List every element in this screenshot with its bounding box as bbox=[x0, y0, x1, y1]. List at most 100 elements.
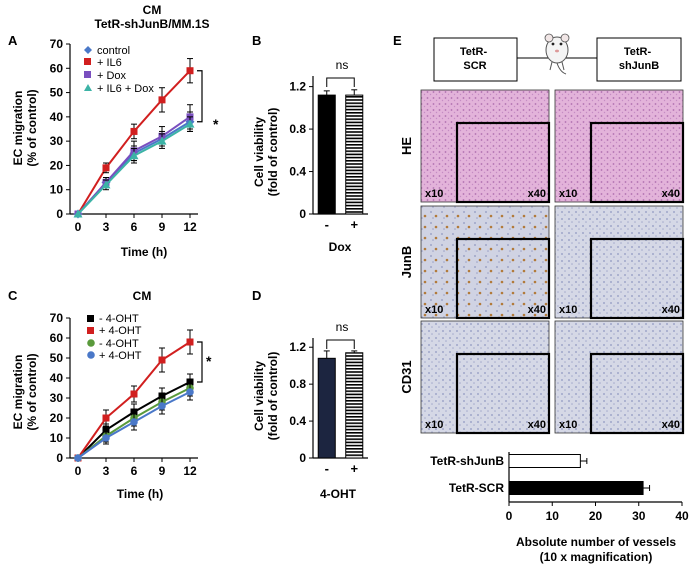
legend-plus-ohT-blue-marker bbox=[87, 351, 95, 359]
panel-e-histology: TetR- SCR TetR- shJunB x10 x40 x10 x40 x10 x4… bbox=[399, 33, 685, 435]
panel-letter-d: D bbox=[252, 288, 261, 303]
mag-label-x40: x40 bbox=[662, 188, 680, 200]
x-tick-label: 40 bbox=[675, 509, 689, 523]
panel-c-significance: * bbox=[206, 353, 212, 369]
mag-label-x40: x40 bbox=[662, 304, 680, 316]
bar-0 bbox=[317, 94, 336, 215]
mag-label-x10: x10 bbox=[425, 304, 443, 316]
y-tick-label: 0 bbox=[56, 451, 63, 465]
x-tick-label: 0 bbox=[75, 220, 82, 234]
y-category-label: TetR-shJunB bbox=[430, 454, 504, 468]
data-point-1 bbox=[130, 390, 138, 398]
data-point-1 bbox=[158, 96, 166, 104]
legend-control-marker bbox=[84, 46, 92, 54]
y-tick-label: 10 bbox=[50, 183, 64, 197]
data-point-3 bbox=[158, 402, 166, 410]
panel-c-legend: - 4-OHT + 4-OHT - 4-OHT + 4-OHT bbox=[87, 313, 142, 362]
y-tick-label: 0 bbox=[299, 207, 306, 221]
panel-c-ylabel-line2: (% of control) bbox=[25, 353, 39, 430]
figure-header-cm: CM bbox=[143, 3, 162, 17]
data-point-1 bbox=[186, 338, 194, 346]
data-point-3 bbox=[185, 119, 195, 128]
x-tick-label: 20 bbox=[589, 509, 603, 523]
data-point-3 bbox=[157, 136, 167, 145]
micrograph-x40-inset bbox=[455, 237, 551, 320]
x-tick-label: 0 bbox=[75, 464, 82, 478]
row-label-he: HE bbox=[399, 137, 414, 155]
significance-bracket bbox=[197, 341, 203, 383]
significance-bracket bbox=[326, 339, 355, 349]
schematic-box-scr-label: TetR- SCR bbox=[460, 46, 490, 72]
data-point-1 bbox=[186, 67, 194, 75]
x-tick-label: 12 bbox=[183, 220, 197, 234]
panel-e-xlabel-line2: (10 x magnification) bbox=[540, 550, 653, 564]
x-tick-label: 0 bbox=[506, 509, 513, 523]
x-tick-label: 9 bbox=[159, 220, 166, 234]
panel-b-ylabel-line1: Cell viability bbox=[252, 117, 266, 187]
mag-label-x40: x40 bbox=[662, 419, 680, 431]
data-point-3 bbox=[129, 151, 139, 160]
panel-a-xlabel: Time (h) bbox=[121, 245, 167, 259]
bar-0 bbox=[508, 454, 581, 468]
bar-1 bbox=[345, 94, 364, 215]
x-category-label: - bbox=[325, 461, 329, 476]
mag-label-x10: x10 bbox=[425, 419, 443, 431]
y-tick-label: 50 bbox=[50, 86, 64, 100]
legend-plus-ohT-blue-label: + 4-OHT bbox=[99, 350, 142, 362]
legend-dox-marker bbox=[84, 71, 91, 78]
panel-d-ylabel-line1: Cell viability bbox=[252, 361, 266, 431]
legend-dox-label: + Dox bbox=[97, 70, 127, 82]
panel-c-ylabel-line1: EC migration bbox=[11, 355, 25, 430]
panel-letter-a: A bbox=[8, 33, 18, 48]
mag-label-x10: x10 bbox=[425, 188, 443, 200]
panel-letter-b: B bbox=[252, 33, 261, 48]
panel-letter-c: C bbox=[8, 288, 18, 303]
x-tick-label: 6 bbox=[131, 220, 138, 234]
panel-e-bar-chart: Absolute number of vessels (10 x magnifi… bbox=[430, 452, 689, 564]
y-tick-label: 60 bbox=[50, 331, 64, 345]
row-label-junb: JunB bbox=[399, 246, 414, 279]
mag-label-x10: x10 bbox=[559, 304, 577, 316]
row-label-cd31: CD31 bbox=[399, 360, 414, 393]
y-tick-label: 0 bbox=[299, 451, 306, 465]
legend-il6-label: + IL6 bbox=[97, 57, 122, 69]
panel-a-ylabel-line1: EC migration bbox=[11, 91, 25, 166]
bar-1 bbox=[345, 352, 364, 459]
x-tick-label: 3 bbox=[103, 464, 110, 478]
mag-label-x10: x10 bbox=[559, 419, 577, 431]
x-tick-label: 30 bbox=[632, 509, 646, 523]
panel-a-line-chart: EC migration (% of control) Time (h) con… bbox=[11, 37, 219, 259]
schematic-box-scr bbox=[433, 37, 518, 82]
y-tick-label: 0.8 bbox=[289, 122, 306, 136]
bar-0 bbox=[317, 357, 336, 459]
micrograph-x40-inset bbox=[455, 352, 551, 435]
panel-d-significance: ns bbox=[336, 320, 349, 334]
y-tick-label: 60 bbox=[50, 61, 64, 75]
schematic-scr-line2: SCR bbox=[463, 60, 486, 72]
micrograph-x40-inset bbox=[589, 121, 685, 204]
micrograph-grid: x10 x40 x10 x40 x10 x40 x10 x40 x10 x40 x10 x40 bbox=[420, 89, 685, 435]
data-point-1 bbox=[102, 414, 110, 422]
legend-control-label: control bbox=[97, 45, 130, 57]
panel-a-legend: control + IL6 + Dox + IL6 + Dox bbox=[84, 45, 154, 95]
panel-e-xlabel-line1: Absolute number of vessels bbox=[516, 535, 676, 549]
x-tick-label: 10 bbox=[546, 509, 560, 523]
significance-bracket bbox=[197, 70, 203, 123]
panel-c-line-chart: CM EC migration (% of control) Time (h) … bbox=[11, 289, 212, 501]
micrograph-row-labels: HE JunB CD31 bbox=[399, 137, 414, 394]
panel-c-title: CM bbox=[133, 289, 152, 303]
y-tick-label: 0.8 bbox=[289, 377, 306, 391]
legend-minus-ohT-black-label: - 4-OHT bbox=[99, 313, 139, 325]
legend-minus-ohT-green-marker bbox=[87, 339, 95, 347]
panel-b-significance: ns bbox=[336, 58, 349, 72]
y-tick-label: 10 bbox=[50, 431, 64, 445]
panel-d-bar-chart: Cell viability (fold of control) 4-OHT n… bbox=[252, 320, 368, 501]
legend-minus-ohT-green-label: - 4-OHT bbox=[99, 338, 139, 350]
data-point-3 bbox=[186, 388, 194, 396]
mag-label-x10: x10 bbox=[559, 188, 577, 200]
mouse-icon bbox=[544, 33, 570, 75]
bar-1 bbox=[508, 481, 644, 495]
panel-b-xlabel: Dox bbox=[329, 240, 352, 254]
y-tick-label: 40 bbox=[50, 371, 64, 385]
